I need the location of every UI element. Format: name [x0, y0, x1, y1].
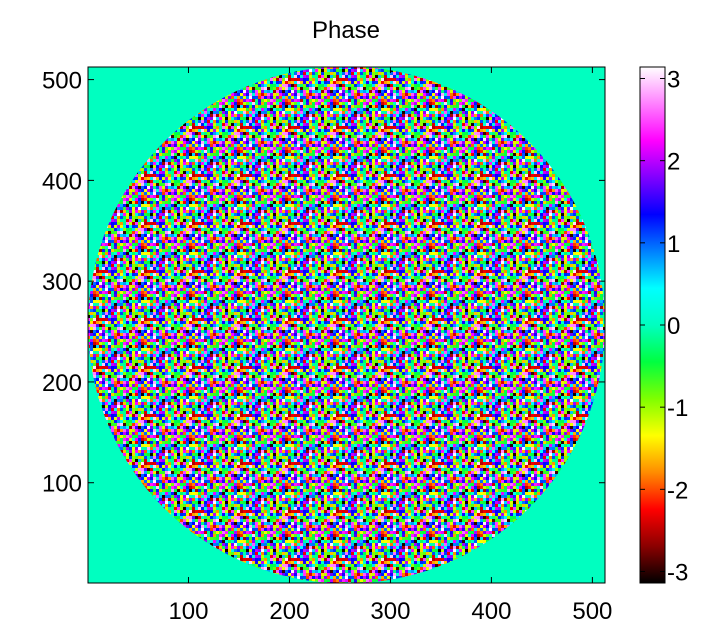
colorbar-tick-label: -2 — [667, 477, 688, 504]
colorbar-tick-label: -3 — [667, 559, 688, 586]
y-tick-label: 200 — [42, 370, 82, 397]
x-tick-label: 100 — [168, 598, 208, 625]
y-tick-label: 500 — [42, 68, 82, 95]
x-tick-label: 200 — [269, 598, 309, 625]
colorbar-tick-label: 1 — [667, 231, 680, 258]
colorbar-tick-label: 0 — [667, 313, 680, 340]
x-tick-label: 300 — [370, 598, 410, 625]
y-tick-label: 100 — [42, 471, 82, 498]
x-tick-label: 500 — [572, 598, 612, 625]
colorbar-tick-label: 2 — [667, 149, 680, 176]
colorbar-tick-label: 3 — [667, 67, 680, 94]
axes-frame — [87, 66, 606, 584]
chart-title: Phase — [312, 17, 380, 44]
colorbar-tick-label: -1 — [667, 395, 688, 422]
y-tick-label: 300 — [42, 269, 82, 296]
y-tick-label: 400 — [42, 168, 82, 195]
phase-disk — [88, 66, 605, 584]
x-tick-label: 400 — [471, 598, 511, 625]
